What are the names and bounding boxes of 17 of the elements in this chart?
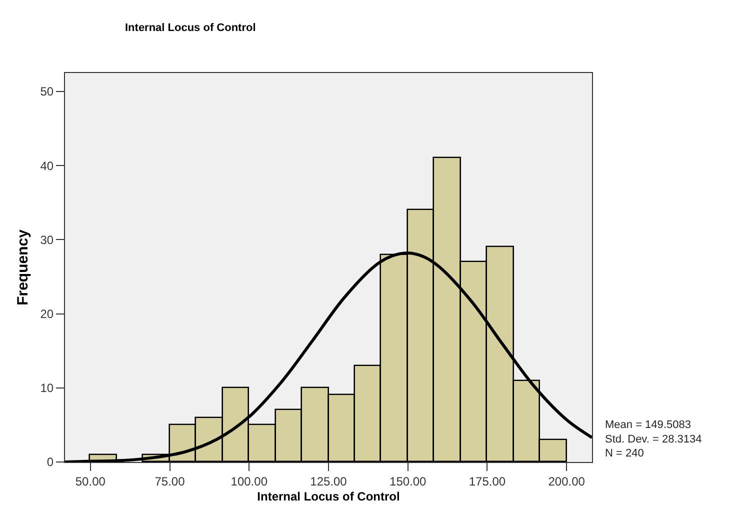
- x-tick-label: 50.00: [75, 474, 106, 488]
- x-tick-label: 125.00: [310, 474, 348, 488]
- x-tick-label: 150.00: [390, 474, 427, 488]
- x-tick-label: 200.00: [548, 474, 586, 488]
- y-tick-label: 0: [46, 455, 54, 470]
- x-axis-title: Internal Locus of Control: [257, 489, 400, 504]
- y-tick-label: 50: [40, 84, 54, 99]
- y-tick-label: 30: [40, 232, 54, 247]
- y-axis-title: Frequency: [14, 228, 32, 306]
- y-tick-label: 10: [40, 381, 54, 396]
- chart-title: Internal Locus of Control: [125, 22, 256, 34]
- y-tick-label: 20: [40, 307, 54, 322]
- x-tick-label: 175.00: [468, 474, 506, 488]
- y-tick-label: 40: [40, 158, 54, 173]
- x-tick-label: 75.00: [154, 474, 186, 488]
- text: Mean = 149.5083 Std. Dev. = 28.3134 N = 240: [605, 419, 702, 460]
- x-tick-label: 100.00: [230, 474, 268, 488]
